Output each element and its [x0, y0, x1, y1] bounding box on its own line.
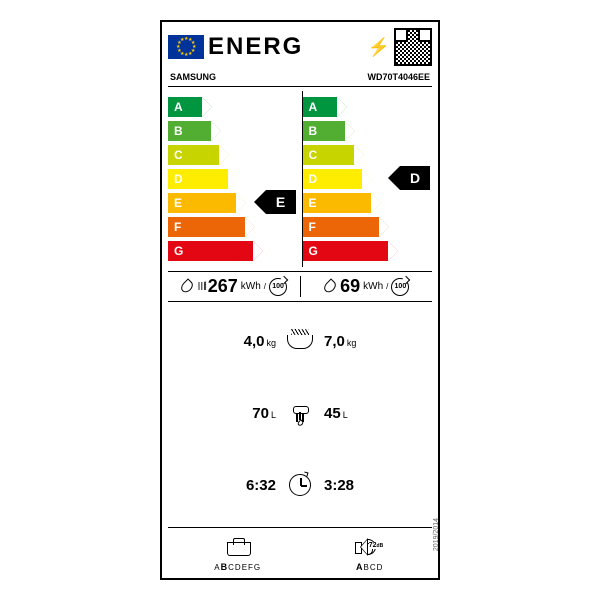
kwh-left-value: 267 — [208, 276, 238, 297]
speaker-icon: 72dB — [354, 534, 386, 560]
regulation-number: 2019/2014 — [433, 518, 440, 551]
footer-row: ABCDEFG 72dB ABCD — [168, 527, 432, 572]
time-row: 6:32 3:28 — [168, 472, 432, 498]
model-number: WD70T4046EE — [367, 72, 430, 82]
header: ★★★★★★★★★★★★ ENERG ⚡ — [168, 28, 432, 66]
energy-label: ★★★★★★★★★★★★ ENERG ⚡ SAMSUNG WD70T4046EE… — [160, 20, 440, 580]
specs: 4,0kg 7,0kg 70L 45L 6:32 3:28 — [168, 302, 432, 525]
clock-icon — [284, 472, 316, 498]
cycles-icon: 100 — [391, 278, 409, 296]
energy-title: ENERG — [208, 33, 364, 61]
tap-icon — [284, 400, 316, 426]
spin-letters: ABCDEFG — [214, 562, 261, 572]
consumption-wash: 69 kWh / 100 — [300, 276, 433, 297]
water-row: 70L 45L — [168, 400, 432, 426]
kwh-left-unit: kWh — [241, 281, 261, 292]
kwh-right-unit: kWh — [363, 281, 383, 292]
brand-name: SAMSUNG — [170, 72, 216, 82]
qr-code-icon — [394, 28, 432, 66]
steam-icon: Ⲽ⦚⦚ — [197, 279, 204, 294]
noise-class: 72dB ABCD — [354, 534, 386, 572]
capacity-row: 4,0kg 7,0kg — [168, 329, 432, 355]
noise-letters: ABCD — [356, 562, 383, 572]
kwh-right-value: 69 — [340, 276, 360, 297]
scale-wash-dry: ABCDEEFG — [168, 91, 298, 267]
consumption-row: Ⲽ⦚⦚ 267 kWh / 100 69 kWh / 100 — [168, 272, 432, 302]
shirt-icon — [222, 534, 254, 560]
scale-wash: ABCDDEFG — [302, 91, 433, 267]
consumption-wash-dry: Ⲽ⦚⦚ 267 kWh / 100 — [168, 276, 300, 297]
efficiency-scales: ABCDEEFG ABCDDEFG — [168, 86, 432, 272]
laundry-basket-icon — [284, 329, 316, 355]
water-drop-icon — [322, 278, 338, 294]
spin-class: ABCDEFG — [214, 534, 261, 572]
eu-flag-icon: ★★★★★★★★★★★★ — [168, 35, 204, 59]
water-drop-icon — [179, 278, 195, 294]
cycles-icon: 100 — [269, 278, 287, 296]
brand-row: SAMSUNG WD70T4046EE — [168, 72, 432, 82]
lightning-icon: ⚡ — [368, 37, 390, 58]
